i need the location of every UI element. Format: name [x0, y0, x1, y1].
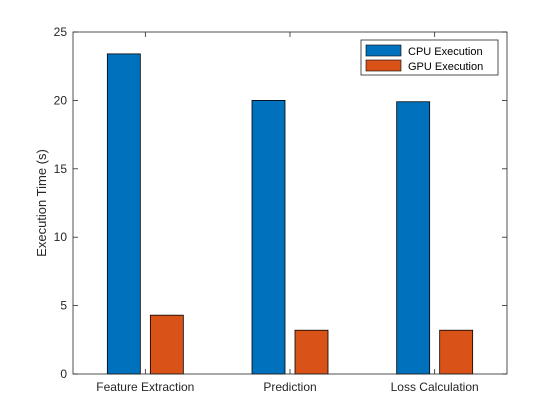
x-tick-label: Loss Calculation	[391, 380, 479, 394]
legend-label-cpu: CPU Execution	[408, 46, 483, 58]
legend-label-gpu: GPU Execution	[408, 61, 483, 73]
legend-swatch-cpu	[365, 44, 402, 57]
bar-gpu-1	[294, 329, 329, 375]
x-tick-label: Feature Extraction	[96, 380, 194, 394]
y-axis-label: Execution Time (s)	[34, 149, 49, 257]
bar-gpu-0	[149, 314, 184, 375]
plot-area	[73, 32, 507, 374]
y-tick-label: 15	[54, 162, 68, 176]
bar-gpu-2	[439, 329, 474, 375]
bar-cpu-0	[106, 53, 141, 375]
y-tick-label: 5	[60, 299, 67, 313]
legend: CPU Execution GPU Execution	[360, 39, 499, 76]
y-tick-label: 25	[54, 25, 68, 39]
x-tick-label: Prediction	[263, 380, 316, 394]
y-tick-label: 10	[54, 230, 68, 244]
bar-cpu-2	[396, 101, 431, 375]
bar-cpu-1	[251, 100, 286, 375]
y-tick-label: 20	[54, 93, 68, 107]
legend-swatch-gpu	[365, 59, 402, 72]
bars-group	[106, 53, 474, 375]
y-tick-label: 0	[60, 367, 67, 381]
axes-group: 0 5 10 15 20 25 Feature Extraction Prediction Lo…	[54, 25, 508, 394]
